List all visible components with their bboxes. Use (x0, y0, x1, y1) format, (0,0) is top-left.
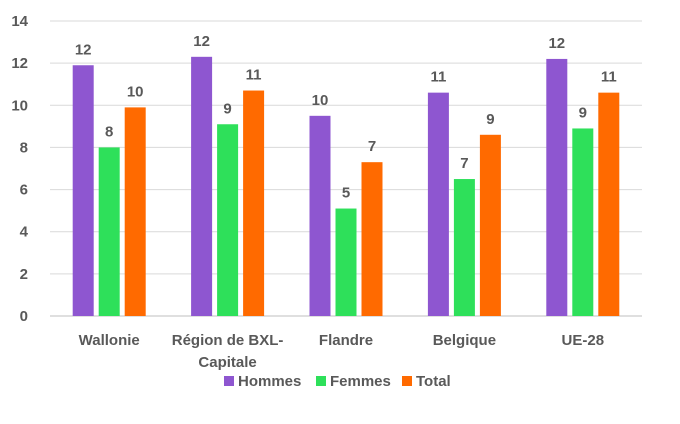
data-label: 12 (75, 41, 92, 58)
data-label: 7 (368, 138, 376, 155)
bar-total (361, 162, 383, 316)
data-label: 12 (193, 33, 210, 50)
legend-swatch-total (402, 376, 412, 386)
data-label: 5 (342, 185, 350, 202)
x-category-label: Belgique (433, 332, 496, 349)
data-label: 11 (430, 69, 446, 86)
data-label: 8 (105, 123, 113, 140)
bar-femmes (453, 179, 475, 316)
legend-swatch-hommes (224, 376, 234, 386)
data-label: 10 (127, 83, 144, 100)
bar-hommes (309, 115, 331, 316)
data-label: 11 (246, 67, 262, 84)
data-label: 9 (486, 111, 494, 128)
y-tick-label: 6 (20, 182, 28, 199)
data-label: 11 (601, 69, 617, 86)
legend-label: Femmes (330, 373, 391, 390)
y-tick-label: 4 (20, 224, 29, 241)
bar-hommes (427, 92, 449, 317)
bar-femmes (98, 147, 120, 316)
y-tick-label: 2 (20, 266, 28, 283)
x-category-label: Flandre (319, 332, 373, 349)
data-label: 7 (460, 155, 468, 172)
bar-total (124, 107, 146, 317)
bar-femmes (217, 124, 239, 316)
y-tick-label: 0 (20, 308, 28, 325)
bar-hommes (546, 58, 568, 317)
y-tick-label: 8 (20, 139, 28, 156)
data-label: 9 (579, 104, 587, 121)
x-category-label: Wallonie (79, 332, 140, 349)
y-tick-label: 14 (11, 13, 28, 30)
bar-total (598, 92, 620, 317)
data-label: 10 (312, 92, 329, 109)
y-tick-label: 10 (11, 97, 28, 114)
legend-label: Total (416, 373, 451, 390)
x-category-label: Capitale (198, 354, 256, 371)
legend-swatch-femmes (316, 376, 326, 386)
x-category-label: UE-28 (562, 332, 605, 349)
bar-femmes (572, 128, 594, 316)
bar-femmes (335, 208, 357, 316)
bar-total (479, 134, 501, 316)
bar-total (243, 90, 265, 317)
y-tick-label: 12 (11, 55, 28, 72)
x-category-label: Région de BXL- (172, 332, 284, 349)
data-label: 12 (548, 35, 565, 52)
bar-hommes (191, 56, 213, 316)
bar-hommes (72, 65, 94, 316)
data-label: 9 (223, 100, 231, 117)
legend-label: Hommes (238, 373, 301, 390)
